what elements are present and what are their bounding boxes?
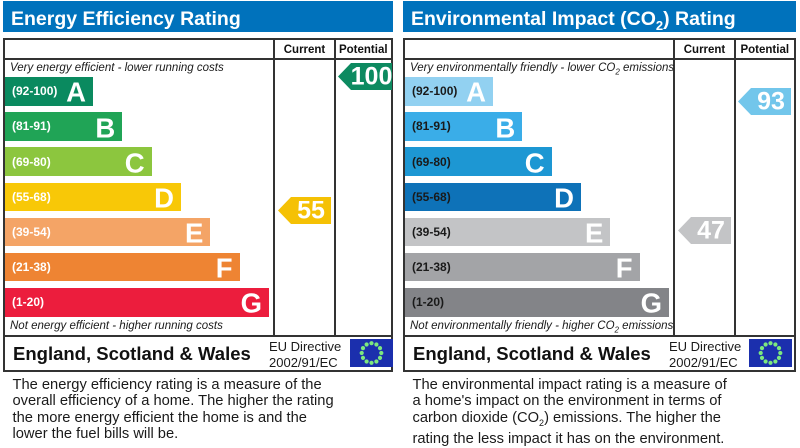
svg-text:100: 100 xyxy=(350,63,391,90)
svg-text:47: 47 xyxy=(697,217,725,244)
svg-text:55: 55 xyxy=(297,197,325,224)
svg-text:93: 93 xyxy=(757,88,785,115)
